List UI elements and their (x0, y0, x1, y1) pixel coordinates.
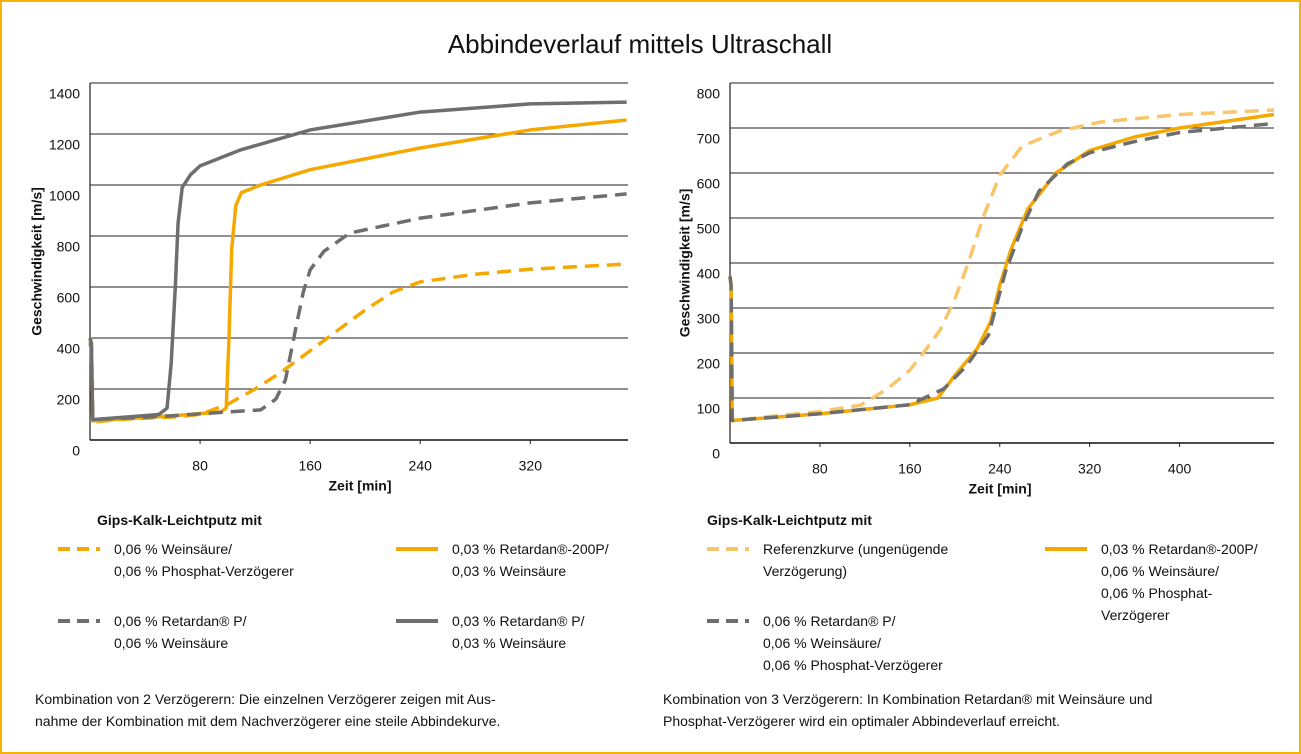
x-tick-label: 320 (519, 458, 543, 474)
line-series (88, 100, 627, 422)
line-series (728, 108, 1275, 423)
x-tick-label: 80 (812, 461, 828, 477)
y-tick-label: 400 (697, 266, 721, 282)
legend-column: 0,03 % Retardan®-200P/ 0,03 % Weinsäure 0… (396, 538, 696, 654)
x-tick-label: 240 (409, 458, 433, 474)
y-tick-label: 600 (697, 176, 721, 192)
line-series (728, 121, 1275, 423)
legend-column: Referenzkurve (ungenügende Verzögerung) 0… (707, 538, 1007, 676)
x-tick-label: 240 (988, 461, 1012, 477)
legend: 0,06 % Weinsäure/ 0,06 % Phosphat-Verzög… (58, 538, 696, 654)
y-tick-label: 500 (697, 221, 721, 237)
legend-entry: 0,03 % Retardan® P/ 0,03 % Weinsäure (396, 610, 696, 654)
y-tick-label: 600 (57, 290, 81, 306)
x-tick-label: 160 (898, 461, 922, 477)
y-axis-label: Geschwindigkeit [m/s] (677, 189, 693, 338)
legend-title: Gips-Kalk-Leichtputz mit (707, 512, 872, 528)
legend-label: 0,03 % Retardan®-200P/ 0,03 % Weinsäure (452, 541, 609, 579)
y-tick-label: 0 (712, 446, 720, 462)
legend-entry: 0,06 % Retardan® P/ 0,06 % Weinsäure/ 0,… (707, 610, 1007, 676)
legend-entry: Referenzkurve (ungenügende Verzögerung) (707, 538, 1007, 582)
legend-entry: 0,06 % Retardan® P/ 0,06 % Weinsäure (58, 610, 358, 654)
caption: Kombination von 2 Verzögerern: Die einze… (35, 691, 501, 729)
y-tick-label: 200 (57, 392, 81, 408)
legend-swatch (707, 619, 749, 623)
y-tick-label: 700 (697, 131, 721, 147)
y-tick-label: 1000 (49, 188, 80, 204)
legend-label: 0,06 % Weinsäure/ 0,06 % Phosphat-Verzög… (114, 541, 294, 579)
chart-title: Abbindeverlauf mittels Ultraschall (448, 29, 832, 59)
legend-entry: 0,03 % Retardan®-200P/ 0,06 % Weinsäure/… (1045, 538, 1301, 626)
legend-swatch (1045, 547, 1087, 551)
caption: Kombination von 3 Verzögerern: In Kombin… (663, 691, 1153, 729)
legend-label: 0,06 % Retardan® P/ 0,06 % Weinsäure/ 0,… (763, 613, 943, 673)
legend-label: 0,03 % Retardan® P/ 0,03 % Weinsäure (452, 613, 585, 651)
legend-label: 0,06 % Retardan® P/ 0,06 % Weinsäure (114, 613, 247, 651)
legend-column: 0,03 % Retardan®-200P/ 0,06 % Weinsäure/… (1045, 538, 1301, 676)
legend-swatch (396, 547, 438, 551)
legend-title: Gips-Kalk-Leichtputz mit (97, 512, 262, 528)
line-series (88, 262, 627, 424)
legend-swatch (396, 619, 438, 623)
legend-swatch (58, 619, 100, 623)
y-tick-label: 300 (697, 311, 721, 327)
y-tick-label: 800 (57, 239, 81, 255)
y-tick-label: 800 (697, 86, 721, 102)
x-axis-label: Zeit [min] (969, 481, 1032, 497)
y-tick-label: 1200 (49, 137, 80, 153)
legend-entry: 0,03 % Retardan®-200P/ 0,03 % Weinsäure (396, 538, 696, 582)
y-tick-label: 200 (697, 356, 721, 372)
y-axis-label: Geschwindigkeit [m/s] (29, 187, 45, 336)
x-tick-label: 320 (1078, 461, 1102, 477)
y-tick-label: 100 (697, 401, 721, 417)
line-series (728, 112, 1275, 423)
legend-swatch (58, 547, 100, 551)
legend: Referenzkurve (ungenügende Verzögerung) 0… (707, 538, 1301, 676)
legend-label: Referenzkurve (ungenügende Verzögerung) (763, 541, 949, 579)
x-tick-label: 400 (1168, 461, 1192, 477)
y-tick-label: 1400 (49, 86, 80, 102)
legend-entry: 0,06 % Weinsäure/ 0,06 % Phosphat-Verzög… (58, 538, 358, 582)
legend-label: 0,03 % Retardan®-200P/ 0,06 % Weinsäure/… (1101, 541, 1258, 623)
x-tick-label: 80 (192, 458, 208, 474)
y-tick-label: 0 (72, 443, 80, 459)
legend-column: 0,06 % Weinsäure/ 0,06 % Phosphat-Verzög… (58, 538, 358, 654)
y-tick-label: 400 (57, 341, 81, 357)
x-axis-label: Zeit [min] (329, 478, 392, 494)
x-tick-label: 160 (298, 458, 322, 474)
legend-swatch (707, 547, 749, 551)
